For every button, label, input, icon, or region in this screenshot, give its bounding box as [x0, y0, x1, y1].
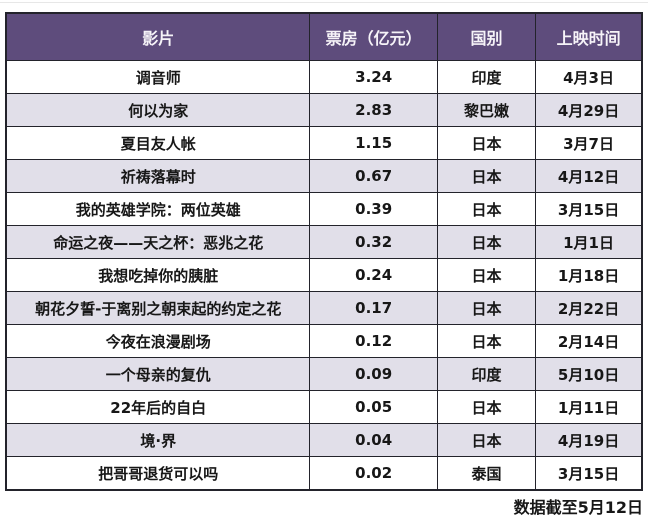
country-cell: 印度 [436, 60, 537, 94]
table-row: 我的英雄学院：两位英雄 0.39 日本 3月15日 [5, 192, 643, 226]
release-date-cell: 4月29日 [535, 93, 643, 127]
box-office-cell: 1.15 [309, 126, 438, 160]
release-date-cell: 4月3日 [535, 60, 643, 94]
table-row: 朝花夕誓-于离别之朝束起的约定之花 0.17 日本 2月22日 [5, 291, 643, 325]
release-date-cell: 4月12日 [535, 159, 643, 193]
release-date-cell: 1月11日 [535, 390, 643, 424]
country-cell: 日本 [436, 126, 537, 160]
box-office-cell: 0.09 [309, 357, 438, 391]
table-row: 祈祷落幕时 0.67 日本 4月12日 [5, 159, 643, 193]
country-cell: 印度 [436, 357, 537, 391]
film-cell: 境·界 [5, 423, 311, 457]
film-cell: 22年后的自白 [5, 390, 311, 424]
film-cell: 命运之夜——天之杯：恶兆之花 [5, 225, 311, 259]
data-cutoff-note: 数据截至5月12日 [513, 498, 643, 517]
table-row: 调音师 3.24 印度 4月3日 [5, 60, 643, 94]
country-cell: 日本 [436, 324, 537, 358]
box-office-cell: 0.32 [309, 225, 438, 259]
film-cell: 朝花夕誓-于离别之朝束起的约定之花 [5, 291, 311, 325]
box-office-cell: 0.04 [309, 423, 438, 457]
film-cell: 一个母亲的复仇 [5, 357, 311, 391]
box-office-cell: 0.67 [309, 159, 438, 193]
col-header-box-office: 票房（亿元） [309, 12, 438, 61]
film-cell: 今夜在浪漫剧场 [5, 324, 311, 358]
film-cell: 把哥哥退货可以吗 [5, 456, 311, 491]
table-row: 一个母亲的复仇 0.09 印度 5月10日 [5, 357, 643, 391]
col-header-release-date: 上映时间 [535, 12, 643, 61]
country-cell: 日本 [436, 192, 537, 226]
table-row: 把哥哥退货可以吗 0.02 泰国 3月15日 [5, 456, 643, 491]
box-office-cell: 2.83 [309, 93, 438, 127]
release-date-cell: 3月15日 [535, 456, 643, 491]
film-cell: 祈祷落幕时 [5, 159, 311, 193]
box-office-cell: 3.24 [309, 60, 438, 94]
table-row: 今夜在浪漫剧场 0.12 日本 2月14日 [5, 324, 643, 358]
country-cell: 日本 [436, 159, 537, 193]
box-office-cell: 0.05 [309, 390, 438, 424]
film-cell: 调音师 [5, 60, 311, 94]
release-date-cell: 2月22日 [535, 291, 643, 325]
country-cell: 日本 [436, 225, 537, 259]
box-office-cell: 0.17 [309, 291, 438, 325]
country-cell: 日本 [436, 291, 537, 325]
release-date-cell: 3月15日 [535, 192, 643, 226]
header-row: 影片 票房（亿元） 国别 上映时间 [5, 12, 643, 61]
table-row: 命运之夜——天之杯：恶兆之花 0.32 日本 1月1日 [5, 225, 643, 259]
country-cell: 日本 [436, 423, 537, 457]
table-row: 何以为家 2.83 黎巴嫩 4月29日 [5, 93, 643, 127]
table-row: 境·界 0.04 日本 4月19日 [5, 423, 643, 457]
country-cell: 黎巴嫩 [436, 93, 537, 127]
box-office-table-body: 调音师 3.24 印度 4月3日 何以为家 2.83 黎巴嫩 4月29日 夏目友人帐 1.15 日本… [5, 60, 643, 491]
release-date-cell: 2月14日 [535, 324, 643, 358]
box-office-table: 影片 票房（亿元） 国别 上映时间 调音师 3.24 印度 4月3日 何以为家 2.83 黎巴嫩 4… [5, 12, 643, 491]
box-office-table-header: 影片 票房（亿元） 国别 上映时间 [5, 12, 643, 61]
country-cell: 泰国 [436, 456, 537, 491]
film-cell: 我想吃掉你的胰脏 [5, 258, 311, 292]
col-header-film: 影片 [5, 12, 311, 61]
col-header-country: 国别 [436, 12, 537, 61]
country-cell: 日本 [436, 258, 537, 292]
film-cell: 我的英雄学院：两位英雄 [5, 192, 311, 226]
box-office-cell: 0.24 [309, 258, 438, 292]
country-cell: 日本 [436, 390, 537, 424]
top-hairline [0, 2, 648, 3]
film-cell: 夏目友人帐 [5, 126, 311, 160]
table-row: 22年后的自白 0.05 日本 1月11日 [5, 390, 643, 424]
release-date-cell: 1月1日 [535, 225, 643, 259]
table-row: 夏目友人帐 1.15 日本 3月7日 [5, 126, 643, 160]
release-date-cell: 4月19日 [535, 423, 643, 457]
release-date-cell: 5月10日 [535, 357, 643, 391]
table-row: 我想吃掉你的胰脏 0.24 日本 1月18日 [5, 258, 643, 292]
release-date-cell: 1月18日 [535, 258, 643, 292]
box-office-cell: 0.02 [309, 456, 438, 491]
film-cell: 何以为家 [5, 93, 311, 127]
box-office-cell: 0.39 [309, 192, 438, 226]
release-date-cell: 3月7日 [535, 126, 643, 160]
box-office-cell: 0.12 [309, 324, 438, 358]
